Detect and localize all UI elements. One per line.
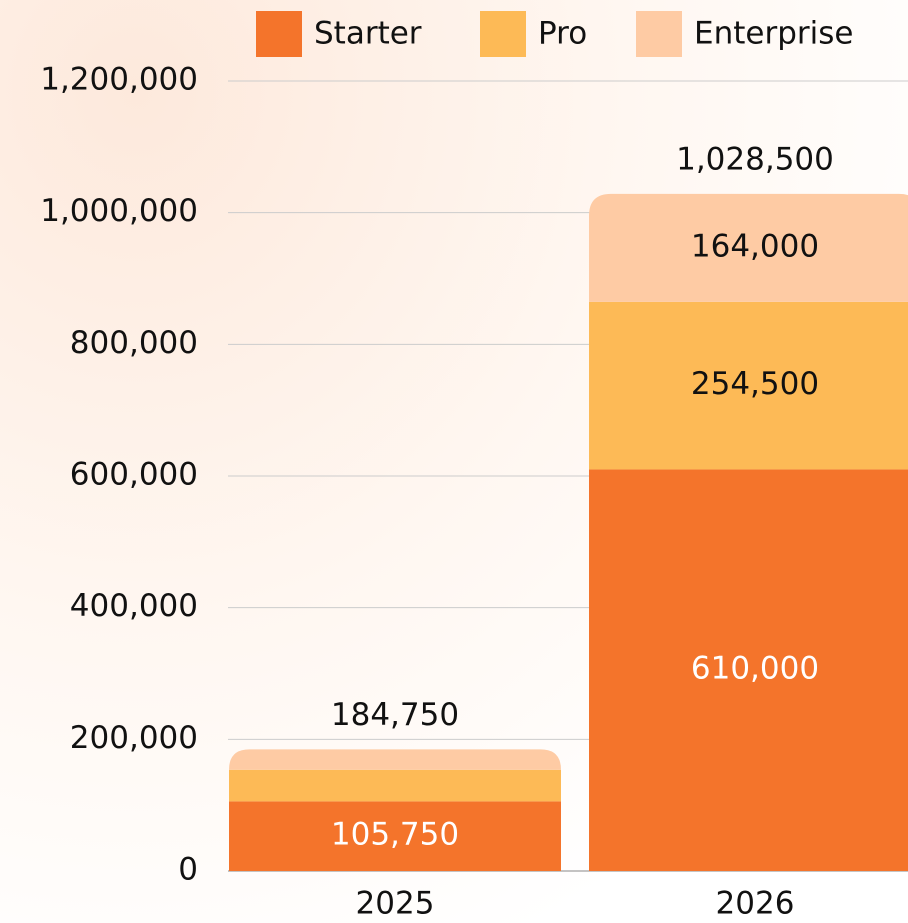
x-tick-label: 2025: [356, 886, 435, 922]
legend-swatch: [480, 11, 526, 57]
x-tick-label: 2026: [716, 886, 795, 922]
bar-segment: [229, 769, 561, 802]
legend-swatch: [636, 11, 682, 57]
legend-swatch: [256, 11, 302, 57]
y-tick-label: 0: [178, 852, 198, 888]
y-tick-label: 1,000,000: [40, 193, 198, 229]
bar-segment: [229, 749, 561, 770]
bar-segment: [589, 469, 908, 871]
data-label: 610,000: [691, 651, 819, 687]
legend-label: Enterprise: [694, 16, 853, 52]
y-tick-label: 400,000: [70, 588, 198, 624]
bar-segment: [589, 193, 908, 302]
y-tick-label: 200,000: [70, 720, 198, 756]
bar-segment: [229, 801, 561, 871]
y-tick-label: 800,000: [70, 325, 198, 361]
total-label: 184,750: [331, 697, 459, 733]
y-tick-label: 1,200,000: [40, 62, 198, 98]
y-tick-label: 600,000: [70, 457, 198, 493]
legend-label: Starter: [314, 16, 422, 52]
data-label: 254,500: [691, 366, 819, 402]
bar-segment: [589, 301, 908, 470]
data-label: 164,000: [691, 228, 819, 264]
total-label: 1,028,500: [676, 141, 834, 177]
legend-label: Pro: [538, 16, 587, 52]
data-label: 105,750: [331, 817, 459, 853]
